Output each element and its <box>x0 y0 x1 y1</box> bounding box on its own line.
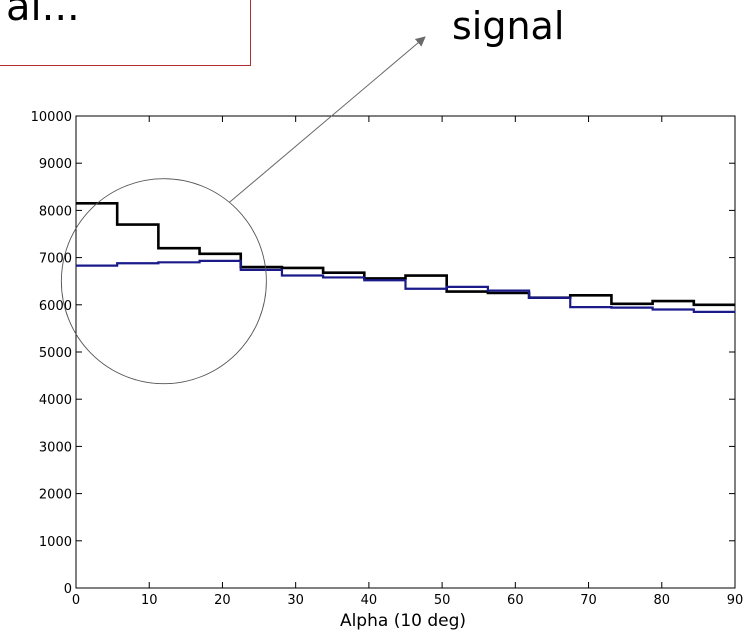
y-tick-label: 8000 <box>39 204 72 219</box>
x-tick-label: 30 <box>287 593 304 608</box>
plot-frame <box>75 115 736 589</box>
series-line-2 <box>76 259 735 313</box>
x-tick-label: 70 <box>580 593 597 608</box>
y-tick-label: 1000 <box>39 535 72 550</box>
y-tick-label: 7000 <box>39 252 72 267</box>
x-tick-label: 0 <box>72 593 80 608</box>
y-tick-label: 2000 <box>39 488 72 503</box>
x-tick-label: 80 <box>654 593 671 608</box>
y-tick-label: 10000 <box>31 110 72 125</box>
x-tick-label: 20 <box>214 593 231 608</box>
x-axis-label: Alpha (10 deg) <box>339 611 467 631</box>
y-tick-label: 5000 <box>39 346 72 361</box>
series-line-1 <box>76 202 735 307</box>
callout-box: al... <box>0 0 251 66</box>
y-tick-label: 3000 <box>39 440 72 455</box>
callout-text: al... <box>6 0 80 30</box>
y-tick-label: 4000 <box>39 393 72 408</box>
x-tick-label: 40 <box>361 593 378 608</box>
y-tick-label: 9000 <box>39 157 72 172</box>
x-tick-label: 10 <box>141 593 158 608</box>
signal-label: signal <box>452 4 565 48</box>
x-tick-label: 90 <box>727 593 744 608</box>
y-tick-label: 6000 <box>39 299 72 314</box>
signal-arrow <box>229 36 426 203</box>
y-tick-label: 0 <box>64 582 72 597</box>
x-tick-label: 50 <box>434 593 451 608</box>
highlight-circle <box>60 178 267 385</box>
x-tick-label: 60 <box>507 593 524 608</box>
